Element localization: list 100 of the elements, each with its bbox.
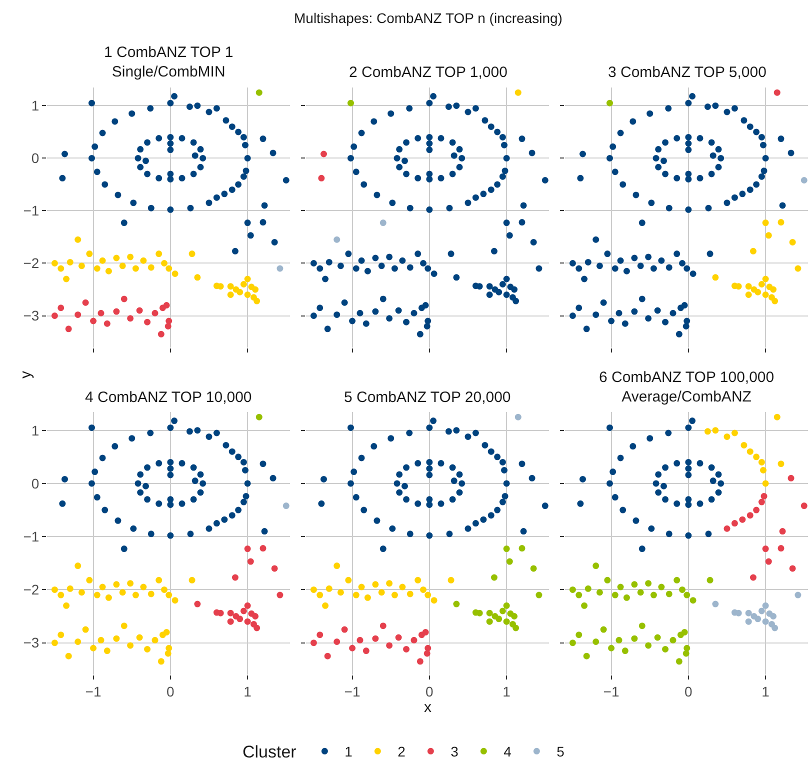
point [617,584,624,590]
point [163,628,170,636]
point [235,454,242,460]
point [750,613,758,620]
point [689,418,696,424]
point [606,480,613,487]
point [137,471,144,478]
y-tick-label: −3 [23,634,40,651]
point [167,458,174,466]
point [197,489,204,496]
point [345,576,352,584]
point [235,506,242,514]
point [638,622,646,630]
point [94,494,100,501]
point [227,610,234,616]
x-tick-label: −1 [603,683,620,700]
point [271,565,278,572]
point [260,545,266,552]
y-tick-label: −1 [23,528,40,544]
point [148,264,154,271]
point [167,532,174,539]
point [704,428,711,435]
point [662,496,669,503]
point [172,270,178,277]
point [51,586,58,593]
point [648,525,655,532]
point [134,480,142,487]
point [506,558,513,565]
x-tick-label: 0 [426,683,434,700]
point [74,562,82,570]
point [739,516,746,523]
point [512,624,520,632]
point [410,636,418,644]
legend-label: 5 [556,744,565,760]
point [90,318,97,324]
point [490,574,498,581]
point [762,220,769,226]
point [745,610,752,616]
point [760,466,767,474]
point [746,512,754,519]
point [206,433,212,440]
point [650,592,657,598]
point [584,585,592,592]
point [794,592,802,598]
point [232,613,240,620]
point [380,220,386,226]
point [676,658,682,665]
point [334,236,340,243]
point [386,642,393,649]
point [592,562,600,570]
point [240,498,247,506]
point [758,608,765,614]
point [762,618,769,625]
point [658,584,665,590]
point [92,468,98,476]
point [114,517,122,524]
point [577,500,584,507]
point [583,652,590,660]
point [65,326,72,332]
point [349,644,356,652]
point [244,618,251,625]
point [788,474,794,482]
point [247,558,254,565]
point [341,626,348,633]
point [310,586,317,593]
y-tick-label: 1 [31,98,40,114]
point [276,265,284,272]
point [712,600,719,608]
point [167,496,174,503]
point [244,292,251,298]
point [260,460,266,468]
point [322,602,329,609]
point [386,580,393,587]
point [190,496,197,503]
point [800,502,808,510]
point [240,458,247,466]
point [762,276,769,282]
point [194,600,201,608]
point [152,636,158,644]
point [192,478,198,484]
point [770,286,777,293]
point [685,424,692,431]
point [679,586,686,593]
point [710,478,716,484]
point [104,648,110,654]
point [705,530,712,538]
point [391,592,398,598]
point [486,610,493,616]
point [395,634,402,641]
point [136,307,143,314]
point [731,520,738,527]
point [638,546,646,552]
point [416,658,424,665]
point [685,496,692,503]
point [352,592,360,598]
point [144,496,151,503]
point [59,500,66,507]
point [753,506,760,514]
legend-label: 3 [450,744,459,760]
point [430,597,438,604]
